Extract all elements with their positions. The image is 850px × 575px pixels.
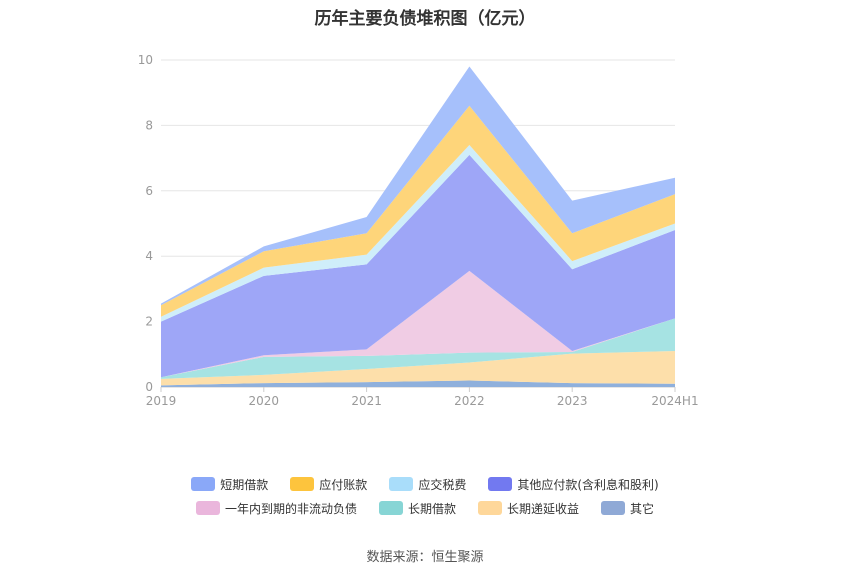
x-tick-label: 2019 (146, 394, 177, 408)
chart-title: 历年主要负债堆积图（亿元） (314, 9, 536, 29)
legend-label: 长期借款 (407, 501, 456, 516)
legend-row-1: 短期借款 应付账款 应交税费 其他应付款(含利息和股利) (0, 472, 850, 496)
area-series-2[interactable] (161, 318, 675, 379)
legend-swatch (478, 501, 502, 515)
area-series-3[interactable] (161, 270, 675, 378)
stacked-area-chart: 2019 2020 2021 2022 2023 2024H1 0 2 4 6 8 10 (138, 53, 699, 408)
legend-swatch (488, 477, 513, 491)
legend-swatch (191, 477, 216, 491)
x-tick-label: 2024H1 (651, 394, 698, 408)
legend-item-accounts-payable[interactable]: 应付账款 (290, 476, 367, 493)
data-source: 数据来源：恒生聚源 (366, 550, 484, 565)
legend-label: 应付账款 (319, 477, 368, 492)
legend-swatch (195, 501, 220, 515)
legend-label: 其它 (630, 501, 655, 516)
legend-item-others[interactable]: 其它 (601, 500, 654, 517)
y-tick-label: 6 (145, 184, 153, 198)
legend-swatch (290, 477, 315, 491)
area-series-1[interactable] (161, 351, 675, 386)
legend-item-other-payables[interactable]: 其他应付款(含利息和股利) (488, 476, 659, 493)
area-series-0[interactable] (161, 380, 675, 387)
legend-item-deferred-income[interactable]: 长期递延收益 (478, 500, 579, 517)
legend-label: 长期递延收益 (507, 501, 580, 516)
legend-label: 短期借款 (220, 477, 269, 492)
y-axis: 0 2 4 6 8 10 (138, 53, 153, 394)
legend-label: 应交税费 (418, 477, 467, 492)
y-tick-label: 8 (145, 118, 153, 132)
legend-swatch (389, 477, 414, 491)
x-tick-label: 2021 (351, 394, 382, 408)
legend-item-current-noncurrent-liabilities[interactable]: 一年内到期的非流动负债 (195, 500, 357, 517)
area-series (161, 66, 675, 387)
legend-swatch (601, 501, 626, 515)
x-tick-label: 2023 (557, 394, 588, 408)
area-series-7[interactable] (161, 66, 675, 306)
y-tick-label: 4 (145, 249, 153, 263)
legend-row-2: 一年内到期的非流动负债 长期借款 长期递延收益 其它 (0, 496, 850, 520)
area-series-6[interactable] (161, 105, 675, 317)
x-axis: 2019 2020 2021 2022 2023 2024H1 (146, 387, 699, 408)
legend-item-taxes-payable[interactable]: 应交税费 (389, 476, 466, 493)
y-tick-label: 2 (145, 315, 153, 329)
y-tick-label: 0 (145, 380, 153, 394)
legend-swatch (378, 501, 403, 515)
x-tick-label: 2022 (454, 394, 485, 408)
area-series-4[interactable] (161, 154, 675, 378)
legend-label: 其他应付款(含利息和股利) (517, 477, 659, 492)
legend-item-long-term-loans[interactable]: 长期借款 (378, 500, 456, 517)
legend-label: 一年内到期的非流动负债 (224, 501, 357, 516)
legend-item-short-term-loans[interactable]: 短期借款 (191, 476, 268, 493)
y-tick-label: 10 (138, 53, 153, 67)
x-tick-label: 2020 (249, 394, 280, 408)
legend: 短期借款 应付账款 应交税费 其他应付款(含利息和股利) 一年内到期的非流动负债… (0, 472, 850, 520)
